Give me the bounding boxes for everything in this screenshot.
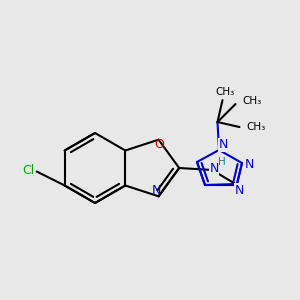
Text: N: N xyxy=(218,139,228,152)
Text: O: O xyxy=(155,138,164,151)
Text: CH₃: CH₃ xyxy=(247,122,266,132)
Text: N: N xyxy=(152,184,161,197)
Text: H: H xyxy=(218,157,226,167)
Text: CH₃: CH₃ xyxy=(242,96,262,106)
Text: N: N xyxy=(209,163,219,176)
Text: N: N xyxy=(234,184,244,196)
Text: Cl: Cl xyxy=(22,164,35,177)
Text: CH₃: CH₃ xyxy=(215,87,234,97)
Text: N: N xyxy=(244,158,254,170)
